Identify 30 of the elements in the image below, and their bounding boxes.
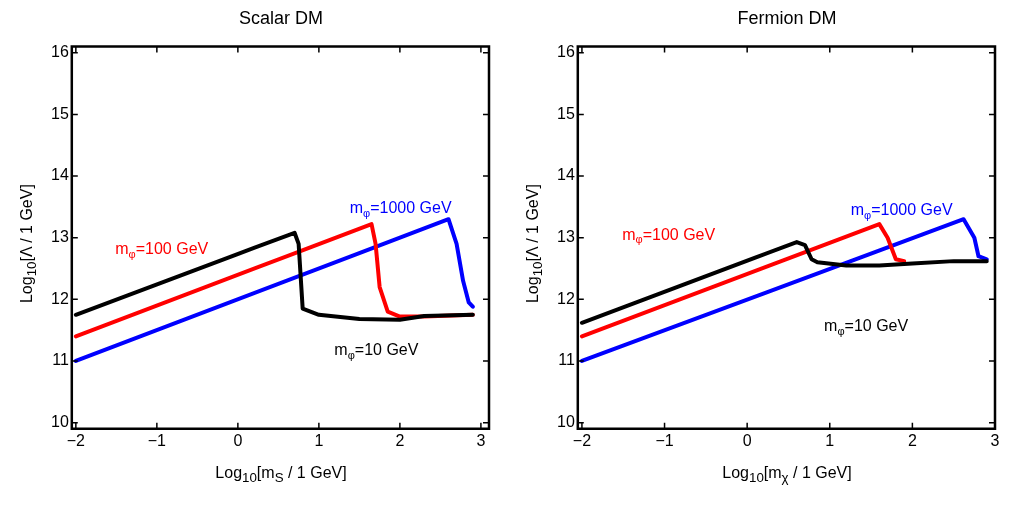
y-tick-label: 16 [557,43,575,61]
x-tick-label: 2 [907,431,917,449]
x-tick-label: −2 [572,431,592,449]
x-axis-title: Log$_{10}$[m$_{S}$ / 1 GeV] [214,464,348,486]
y-tick-label: 15 [51,104,69,122]
x-tick-label: −1 [655,431,674,449]
x-tick-label: 3 [476,431,486,449]
y-tick-label: 13 [51,228,69,246]
chart-title: Scalar DM [238,8,324,30]
x-tick-label: 1 [314,431,324,449]
y-tick-label: 11 [558,351,575,369]
x-tick-label: −1 [147,431,167,449]
x-tick-label: 1 [825,431,835,449]
x-axis-title: Log$_{10}$[m$_{χ}$ / 1 GeV] [721,464,853,486]
y-tick-label: 15 [557,104,575,122]
y-tick-label: 11 [52,351,69,369]
y-tick-label: 10 [557,413,575,431]
y-tick-label: 12 [51,289,69,307]
x-tick-label: −2 [66,431,86,449]
x-tick-label: 0 [742,431,752,449]
chart-title: Fermion DM [736,8,838,30]
y-tick-label: 14 [51,166,69,184]
y-tick-label: 14 [557,166,575,184]
y-tick-label: 12 [557,289,575,307]
x-tick-label: 0 [233,431,243,449]
y-tick-label: 10 [51,413,69,431]
x-tick-label: 3 [990,431,1000,449]
y-tick-label: 13 [557,228,575,246]
y-tick-label: 16 [51,43,69,61]
x-tick-label: 2 [395,431,405,449]
